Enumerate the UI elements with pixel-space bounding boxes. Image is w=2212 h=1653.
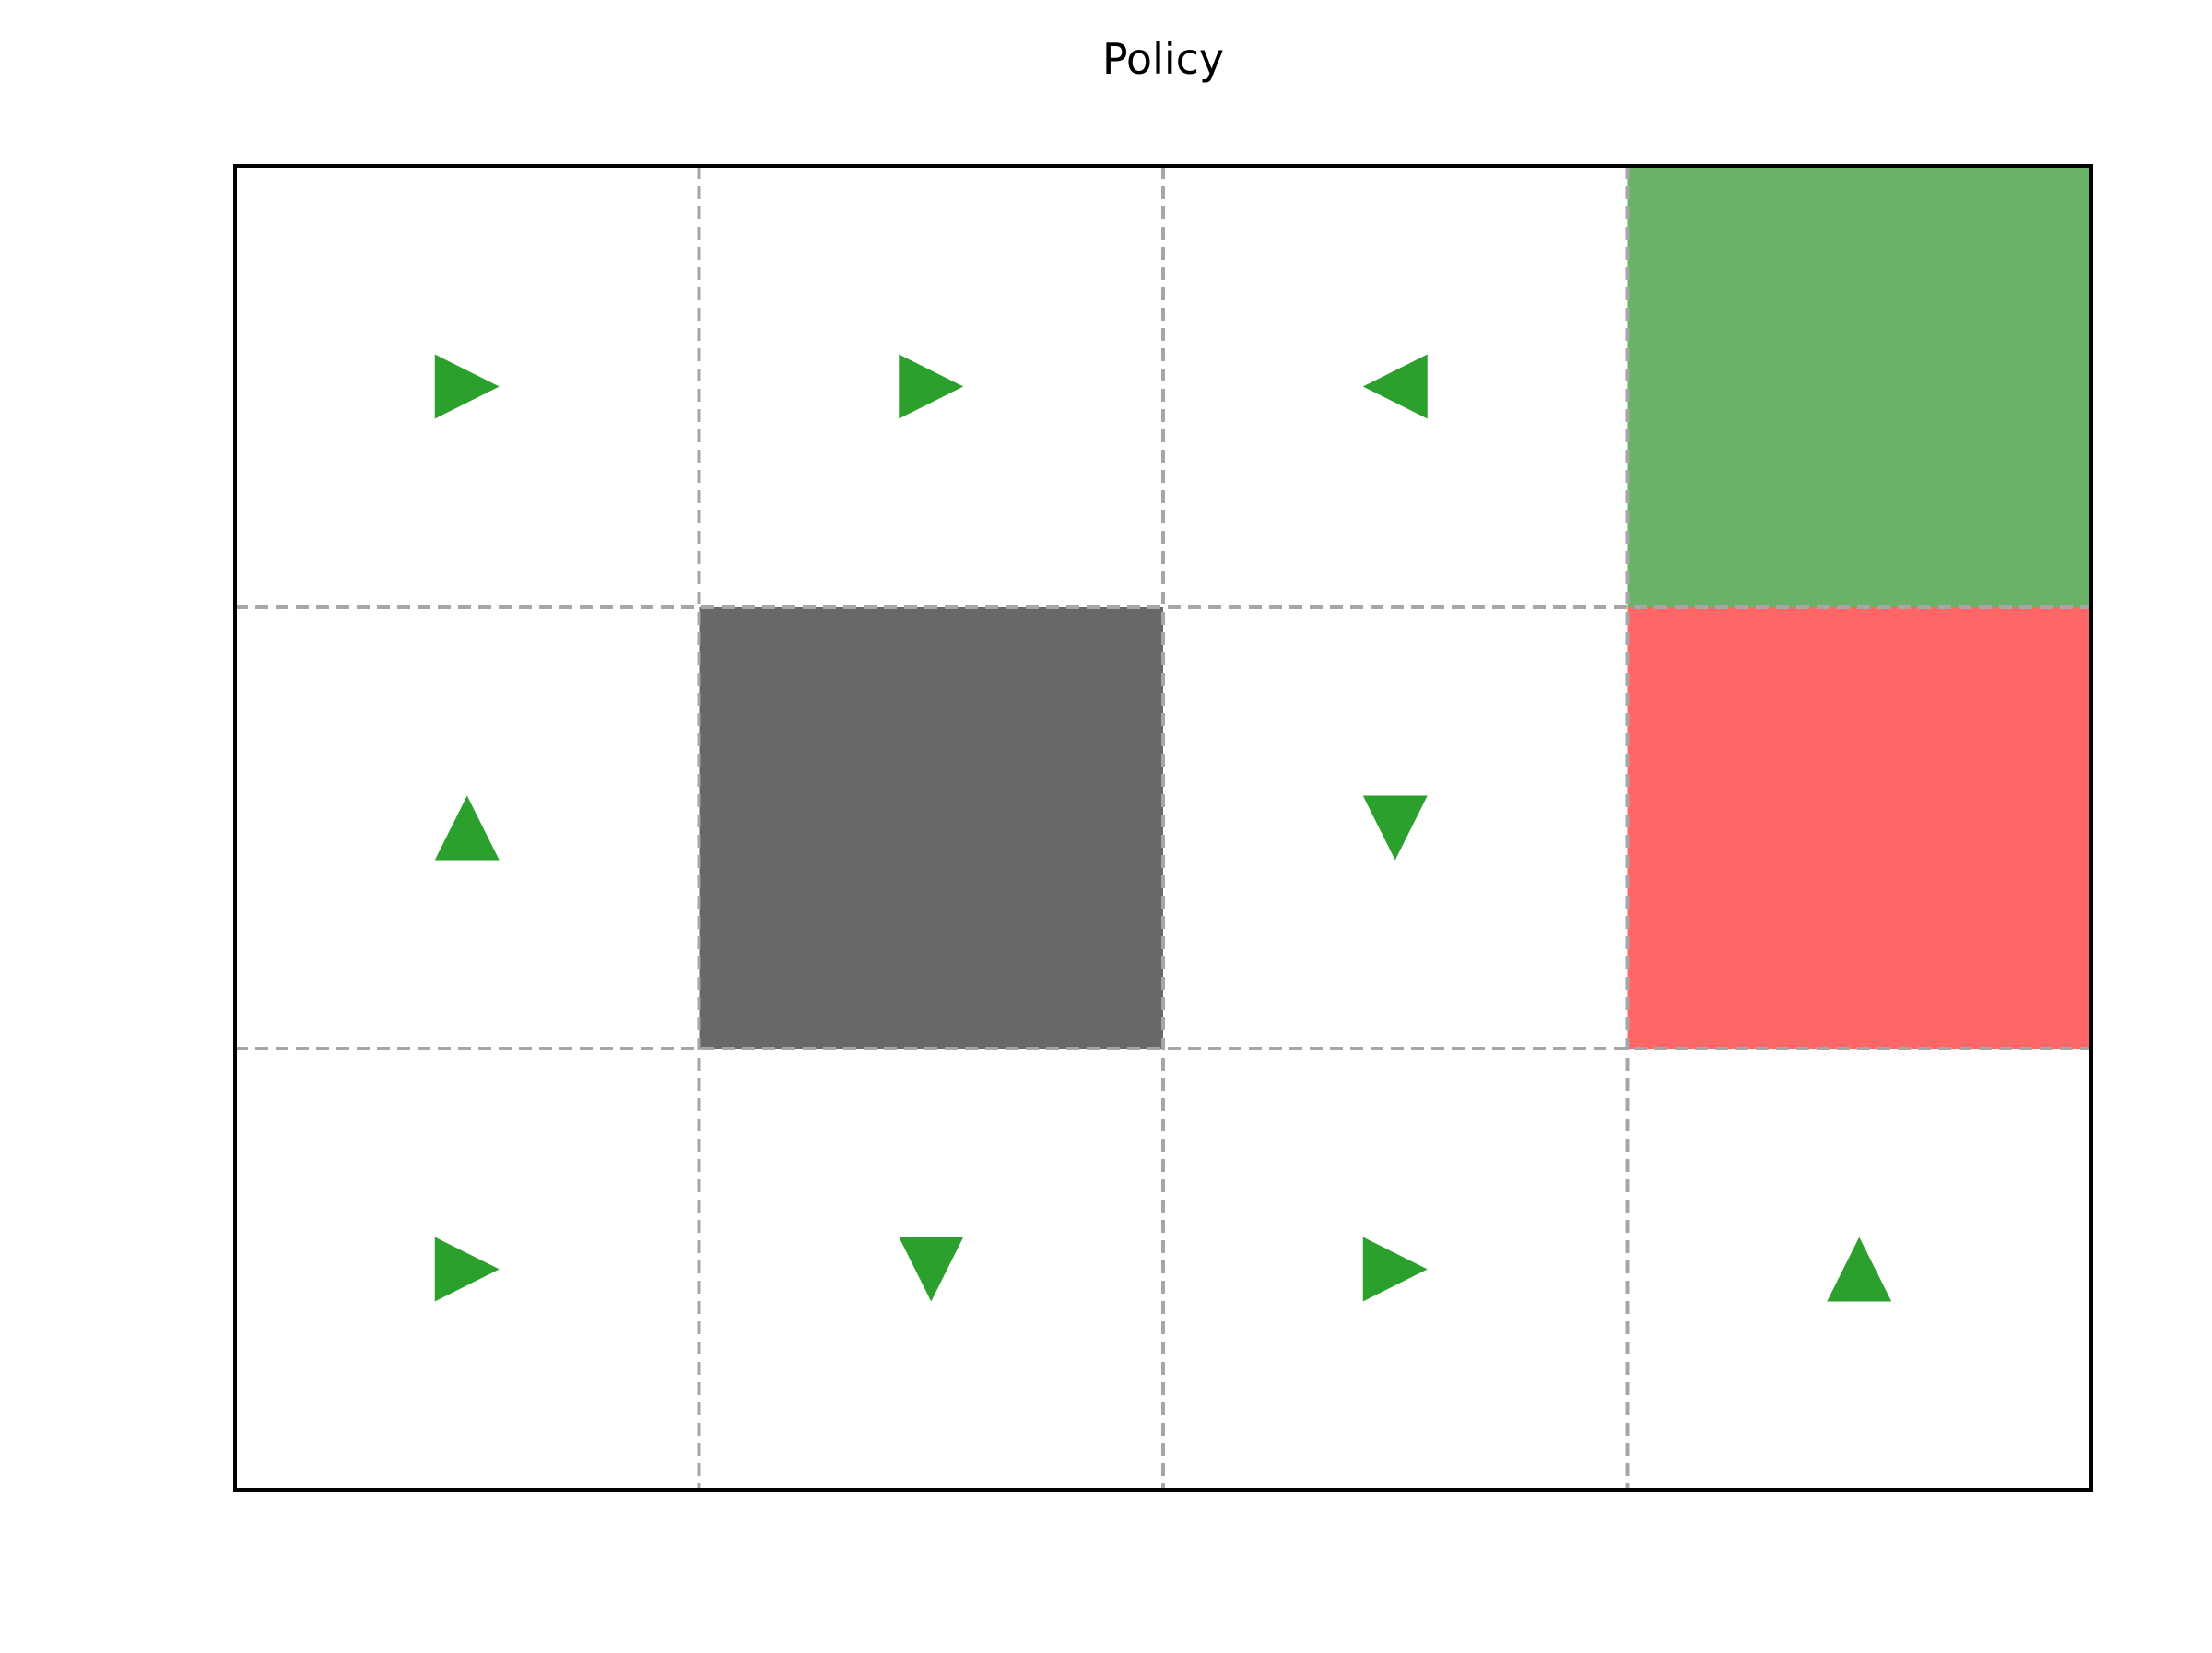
arrow-right-icon [899, 354, 964, 419]
wall-cell [699, 607, 1163, 1049]
chart-title: Policy [1102, 34, 1224, 84]
arrow-right-icon [434, 1237, 500, 1302]
arrow-down-icon [899, 1237, 964, 1302]
arrow-right-icon [1362, 1237, 1428, 1302]
pit-cell [1627, 607, 2091, 1049]
arrow-down-icon [1362, 795, 1428, 861]
arrow-up-icon [1827, 1237, 1892, 1302]
grid-lines [235, 166, 2091, 1490]
arrow-up-icon [434, 795, 500, 861]
grid-cells [434, 166, 2091, 1302]
arrow-left-icon [1362, 354, 1428, 419]
goal-cell [1627, 166, 2091, 607]
arrow-right-icon [434, 354, 500, 419]
plot-frame [233, 164, 2093, 1492]
